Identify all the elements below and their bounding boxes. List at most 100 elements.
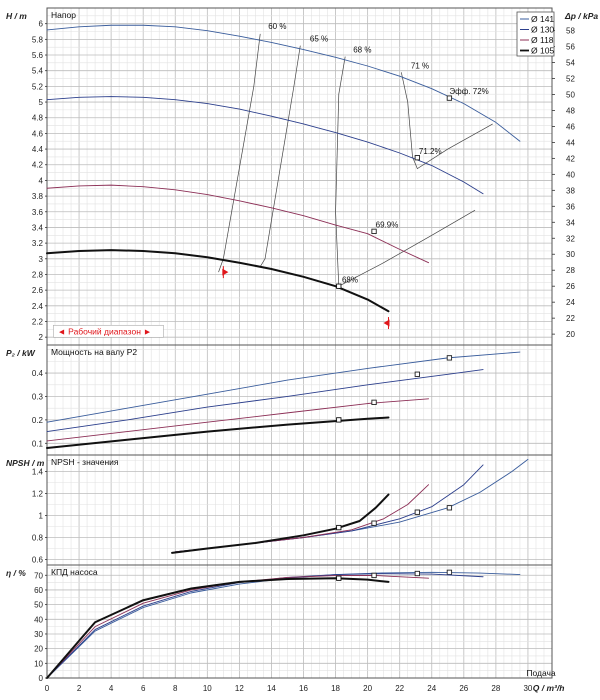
x-tick-label: 26 <box>459 684 468 693</box>
right-tick-label: 42 <box>566 154 575 163</box>
series-line-d118 <box>46 184 430 264</box>
right-tick-label: 40 <box>566 170 575 179</box>
y-axis-title: P₂ / kW <box>6 348 36 358</box>
x-axis-title: Q / m³/h <box>533 683 565 693</box>
y-tick-label: 4.8 <box>32 114 44 123</box>
right-tick-label: 54 <box>566 59 575 68</box>
efficiency-label: 71 % <box>411 61 429 70</box>
operating-point-marker <box>336 575 342 581</box>
series-line-d118 <box>174 484 430 553</box>
y-tick-label: 2.6 <box>32 286 44 295</box>
right-tick-label: 30 <box>566 250 575 259</box>
y-tick-label: 5.2 <box>32 82 44 91</box>
x-tick-label: 12 <box>235 684 244 693</box>
y-axis-title: NPSH / m <box>6 458 45 468</box>
y-tick-label: 20 <box>34 645 43 654</box>
x-tick-label: 4 <box>109 684 114 693</box>
y-tick-label: 6 <box>39 20 44 29</box>
series-line-d105 <box>46 577 390 679</box>
y-tick-label: 50 <box>34 601 43 610</box>
y-tick-label: 5.4 <box>32 67 44 76</box>
right-tick-label: 26 <box>566 282 575 291</box>
x-tick-label: 0 <box>45 684 50 693</box>
operating-point-marker <box>414 570 420 577</box>
legend-entry: Ø 118 <box>531 35 554 45</box>
operating-range-box <box>53 324 164 338</box>
panel-title: КПД насоса <box>51 567 98 577</box>
right-axis-title: Δp / kPa <box>564 11 598 21</box>
y-tick-label: 0.4 <box>32 369 44 378</box>
x-tick-label: 30 <box>523 684 532 693</box>
iso-efficiency-line <box>259 45 301 267</box>
y-tick-label: 2.2 <box>32 317 44 326</box>
y-tick-label: 2.8 <box>32 270 44 279</box>
operating-point-marker <box>371 399 377 405</box>
x-tick-label: 24 <box>427 684 436 693</box>
operating-point-marker <box>414 155 420 161</box>
legend-entry: Ø 105 <box>531 46 554 56</box>
series-line-d118 <box>46 398 430 442</box>
operating-point-marker <box>336 524 342 531</box>
right-tick-label: 52 <box>566 74 575 83</box>
y-tick-label: 0.6 <box>32 556 44 565</box>
x-axis: 0 2 4 6 8 10 12 14 16 18 20 22 24 26 28 30 Q / m³/hПодач… <box>45 668 565 693</box>
y-tick-label: 0 <box>39 674 44 683</box>
efficiency-label: Эфф. 72% <box>449 87 488 96</box>
right-tick-label: 32 <box>566 234 575 243</box>
x-tick-label: 10 <box>203 684 212 693</box>
series-line-d141 <box>46 351 521 423</box>
operating-point-marker <box>446 569 453 575</box>
right-tick-label: 46 <box>566 122 575 131</box>
right-tick-label: 48 <box>566 106 575 115</box>
iso-efficiency-line <box>338 209 476 287</box>
y-tick-label: 1.2 <box>32 490 44 499</box>
y-tick-label: 60 <box>34 586 43 595</box>
y-tick-label: 0.1 <box>32 439 44 448</box>
y-tick-label: 5.6 <box>32 51 44 60</box>
series-line-d141 <box>46 24 521 142</box>
y-tick-label: 1 <box>39 512 44 521</box>
x-tick-label: 2 <box>77 684 82 693</box>
panel-head: 2 2.2 2.4 2.6 2.8 3 3.2 3.4 3.6 3.8 4 4.2 4.4 4.6 4.8 5… <box>6 7 598 346</box>
efficiency-label: 71.2% <box>419 147 442 156</box>
right-tick-label: 22 <box>566 314 575 323</box>
y-tick-label: 10 <box>34 659 43 668</box>
y-tick-label: 2 <box>39 333 44 342</box>
operating-point-marker <box>414 509 420 515</box>
series-line-d130 <box>46 573 484 679</box>
x-tick-label: 14 <box>267 684 276 693</box>
legend-entry: Ø 141 <box>531 14 554 24</box>
operating-point-marker <box>446 505 453 511</box>
y-axis-title: H / m <box>6 11 27 21</box>
series-line-d105 <box>46 249 390 313</box>
operating-point-marker <box>371 228 377 235</box>
x-tick-label: 22 <box>395 684 404 693</box>
y-tick-label: 5.8 <box>32 35 44 44</box>
operating-point-marker <box>446 95 453 101</box>
panel-power: 0.1 0.2 0.3 0.4 P₂ / kW Мощность на валу P2 <box>6 344 553 456</box>
operating-point-marker <box>414 371 420 377</box>
operating-point-marker <box>336 283 342 289</box>
y-tick-label: 3.8 <box>32 192 44 201</box>
y-tick-label: 1.4 <box>32 468 44 477</box>
right-tick-label: 44 <box>566 138 575 147</box>
right-tick-label: 20 <box>566 330 575 339</box>
y-tick-label: 2.4 <box>32 302 44 311</box>
operating-point-marker <box>446 355 453 361</box>
right-tick-label: 24 <box>566 298 575 307</box>
y-tick-label: 0.2 <box>32 416 44 425</box>
y-tick-label: 5 <box>39 98 44 107</box>
y-axis-title: η / % <box>6 568 26 578</box>
y-tick-label: 3.4 <box>32 223 44 232</box>
efficiency-label: 69.9% <box>376 220 399 229</box>
y-tick-label: 0.8 <box>32 534 44 543</box>
x-axis-caption: Подача <box>526 668 556 678</box>
right-tick-label: 34 <box>566 218 575 227</box>
panel-frame <box>46 564 553 679</box>
x-tick-label: 6 <box>141 684 146 693</box>
right-tick-label: 56 <box>566 43 575 52</box>
legend-entry: Ø 130 <box>531 25 554 35</box>
y-tick-label: 0.3 <box>32 392 44 401</box>
series-line-d130 <box>174 464 484 553</box>
